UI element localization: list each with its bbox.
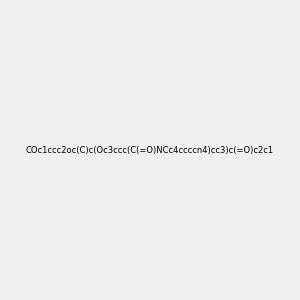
Text: COc1ccc2oc(C)c(Oc3ccc(C(=O)NCc4ccccn4)cc3)c(=O)c2c1: COc1ccc2oc(C)c(Oc3ccc(C(=O)NCc4ccccn4)cc…: [26, 146, 274, 154]
